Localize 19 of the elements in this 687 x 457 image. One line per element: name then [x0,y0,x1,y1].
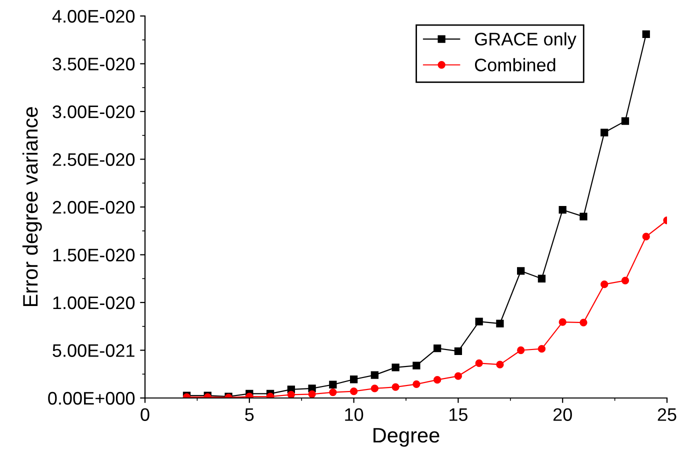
legend-label: Combined [474,58,556,72]
legend-label: GRACE only [474,32,576,50]
y-tick-label: 3.00E-020 [52,105,135,118]
x-tick-label: 25 [658,408,676,421]
y-tick-label: 1.00E-020 [53,296,135,310]
y-tick-label: 2.50E-020 [52,153,135,166]
y-tick-label: 5.00E-021 [52,344,134,357]
y-tick-label: 2.00E-020 [52,200,135,214]
y-axis-title: Error degree variance [22,107,42,306]
x-tick-label: 10 [345,408,364,421]
x-tick-label: 0 [140,408,150,421]
y-tick-label: 4.00E-020 [52,10,135,23]
x-tick-label: 5 [245,408,254,421]
y-tick-label: 3.50E-020 [52,58,135,70]
x-axis-title: Degree [374,428,440,447]
x-tick-label: 15 [450,408,468,421]
y-tick-label: 0.00E+000 [48,392,135,405]
y-tick-label: 1.50E-020 [53,248,135,262]
x-tick-label: 20 [553,408,572,421]
